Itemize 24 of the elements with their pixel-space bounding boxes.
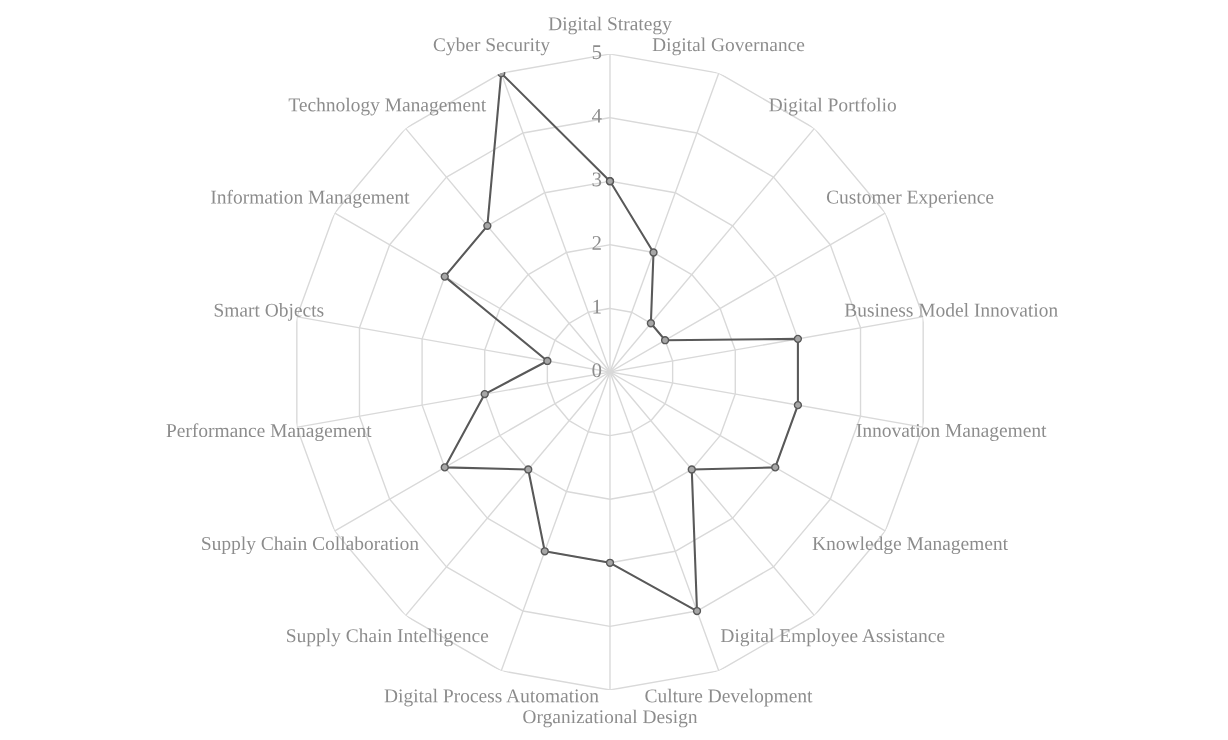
y-tick-label: 3 [592,172,602,187]
spoke-label: Supply Chain Collaboration [202,536,419,555]
spoke-label: Supply Chain Intelligence [287,628,489,647]
y-tick-label: 0 [592,363,602,378]
spoke-label: Smart Objects [214,303,324,321]
spoke-label: Performance Management [166,423,372,442]
spoke-label: Business Model Innovation [844,303,1058,317]
spoke-label: Knowledge Management [812,536,1008,555]
y-tick-label: 2 [592,236,601,250]
spoke-label: Information Management [211,189,410,208]
spoke-label: Innovation Management [856,423,1047,441]
y-tick-label: 5 [592,45,602,60]
spoke-label: Technology Management [288,97,487,116]
spoke-label: Customer Experience [826,190,994,208]
spoke-label: Digital Strategy [548,16,672,35]
spoke-label: Digital Process Automation [384,688,599,707]
spoke-label: Culture Development [645,688,813,707]
spoke-label: Digital Employee Assistance [720,628,945,647]
y-tick-label: 4 [591,108,602,123]
spoke-label: Cyber Security [433,37,551,56]
spoke-label: Digital Portfolio [769,97,896,116]
spoke-label: Digital Governance [652,37,805,56]
y-tick-label: 1 [593,299,601,314]
spoke-label: Organizational Design [523,709,698,728]
